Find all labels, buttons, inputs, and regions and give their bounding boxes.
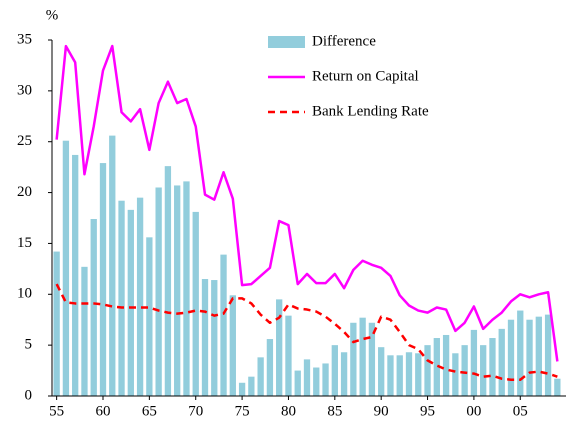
- bar: [498, 328, 505, 396]
- bar: [266, 339, 274, 396]
- bar: [359, 317, 366, 396]
- bar: [322, 363, 329, 396]
- bar: [461, 345, 468, 396]
- x-tick-label: 00: [466, 403, 481, 419]
- y-axis-unit: %: [46, 7, 59, 23]
- bar: [220, 254, 227, 396]
- bar: [276, 299, 283, 396]
- bar: [452, 353, 459, 396]
- bar: [62, 140, 70, 396]
- bar: [424, 345, 431, 396]
- bar: [238, 382, 246, 396]
- legend-swatch: [268, 36, 305, 48]
- bar: [183, 181, 190, 396]
- bar: [517, 310, 524, 396]
- bar: [72, 154, 79, 396]
- bar: [405, 352, 413, 396]
- bar: [554, 378, 561, 396]
- y-tick-label: 30: [17, 82, 32, 98]
- bar: [229, 295, 236, 396]
- bar: [109, 135, 116, 396]
- y-tick-label: 35: [17, 31, 32, 47]
- bar: [544, 314, 552, 396]
- bar: [174, 185, 181, 396]
- x-tick-label: 70: [188, 403, 203, 419]
- y-tick-label: 10: [17, 286, 32, 302]
- x-tick-label: 65: [142, 403, 157, 419]
- bar: [118, 200, 125, 396]
- bar: [433, 338, 440, 396]
- bar: [257, 357, 264, 396]
- legend-label: Return on Capital: [312, 68, 419, 84]
- y-tick-label: 25: [17, 133, 32, 149]
- bar: [535, 316, 542, 396]
- bar: [350, 322, 357, 396]
- bar: [303, 359, 311, 396]
- bar: [368, 322, 376, 396]
- x-tick-label: 85: [327, 403, 342, 419]
- bar: [387, 355, 394, 396]
- bar: [470, 329, 478, 396]
- y-tick-label: 20: [17, 184, 32, 200]
- bar: [127, 209, 134, 396]
- legend-label: Difference: [312, 33, 376, 49]
- bar: [201, 279, 209, 396]
- y-tick-label: 0: [25, 387, 33, 403]
- bar: [164, 166, 172, 396]
- bar: [248, 376, 255, 396]
- x-tick-label: 95: [420, 403, 435, 419]
- x-tick-label: 05: [513, 403, 528, 419]
- bar: [136, 197, 144, 396]
- bar: [331, 345, 338, 396]
- x-tick-label: 60: [96, 403, 111, 419]
- bar: [155, 187, 162, 396]
- bar: [90, 219, 97, 396]
- bar: [442, 334, 450, 396]
- bar: [211, 280, 218, 396]
- bar: [480, 345, 487, 396]
- bar: [396, 355, 403, 396]
- line-series: [55, 283, 558, 381]
- line-series: [55, 44, 559, 362]
- x-tick-label: 80: [281, 403, 296, 419]
- bar: [81, 266, 88, 396]
- bar: [378, 347, 385, 396]
- bar: [192, 211, 199, 396]
- x-tick-label: 90: [374, 403, 389, 419]
- bar: [489, 338, 496, 396]
- x-tick-label: 55: [49, 403, 64, 419]
- x-tick-label: 75: [235, 403, 250, 419]
- bar: [340, 352, 348, 396]
- bar: [53, 251, 60, 396]
- y-tick-label: 5: [25, 337, 33, 353]
- bar: [99, 163, 107, 396]
- legend-label: Bank Lending Rate: [312, 103, 429, 119]
- bar: [294, 370, 301, 396]
- bar: [507, 319, 515, 396]
- bar: [526, 319, 533, 396]
- bar: [146, 237, 153, 396]
- bar: [313, 367, 320, 396]
- bar: [415, 353, 422, 396]
- bar: [285, 315, 292, 396]
- y-tick-label: 15: [17, 235, 32, 251]
